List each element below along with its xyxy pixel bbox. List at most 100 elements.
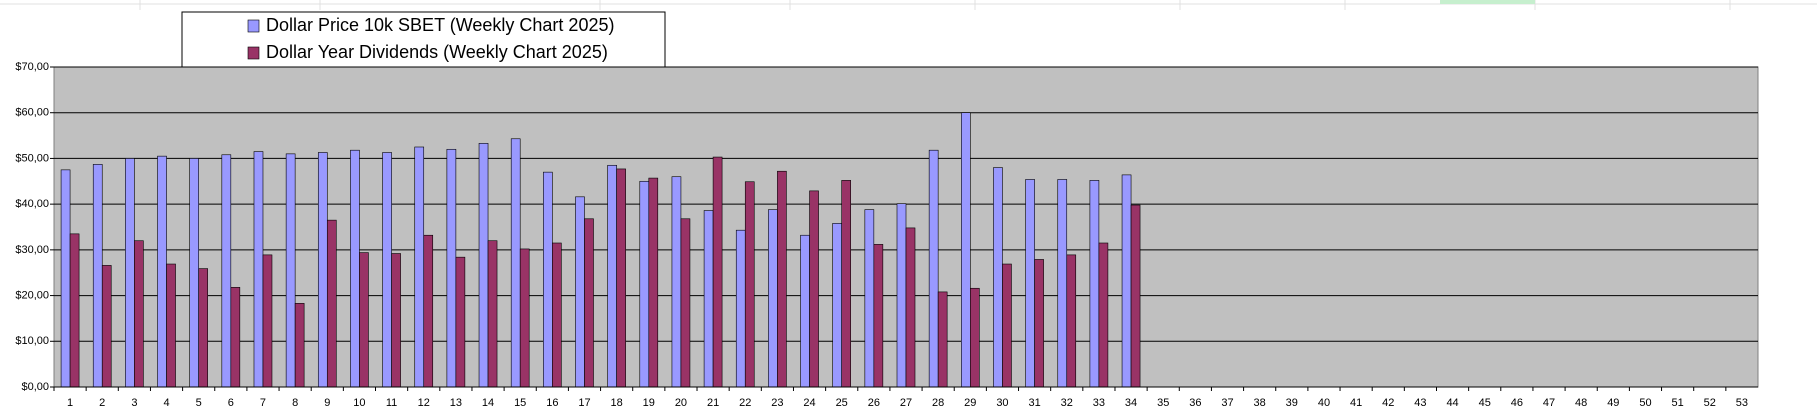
x-tick-label: 53 xyxy=(1736,397,1748,409)
bar xyxy=(157,155,167,388)
bar xyxy=(744,181,755,388)
bar xyxy=(970,287,980,388)
x-tick-label: 30 xyxy=(996,397,1008,409)
bar xyxy=(832,223,842,388)
x-tick-label: 14 xyxy=(482,397,494,409)
y-tick-label: $50,00 xyxy=(15,152,49,164)
bar xyxy=(905,227,916,388)
bar xyxy=(575,196,585,388)
bar xyxy=(552,242,562,388)
x-tick-label: 33 xyxy=(1093,397,1105,409)
x-tick-label: 29 xyxy=(964,397,976,409)
bar xyxy=(382,152,392,388)
bar xyxy=(960,112,971,388)
x-tick-label: 19 xyxy=(643,397,655,409)
x-tick-label: 15 xyxy=(514,397,526,409)
bar xyxy=(864,209,875,388)
x-tick-label: 2 xyxy=(99,397,105,409)
bar xyxy=(230,287,241,388)
x-tick-label: 4 xyxy=(163,397,169,409)
bar xyxy=(703,210,714,388)
bar xyxy=(1034,259,1044,388)
y-tick-label: $70,00 xyxy=(15,61,49,73)
bar xyxy=(1002,263,1012,388)
x-tick-label: 50 xyxy=(1639,397,1651,409)
bar xyxy=(294,303,305,388)
bar xyxy=(873,244,884,388)
bar xyxy=(1025,179,1035,388)
x-tick-label: 23 xyxy=(771,397,783,409)
bar xyxy=(69,233,80,388)
x-tick-label: 1 xyxy=(67,397,73,409)
x-tick-label: 8 xyxy=(292,397,298,409)
bar xyxy=(198,268,208,388)
x-tick-label: 21 xyxy=(707,397,719,409)
x-tick-label: 42 xyxy=(1382,397,1394,409)
bar xyxy=(134,240,144,388)
bar xyxy=(1098,242,1109,388)
bar xyxy=(671,176,682,388)
x-tick-label: 20 xyxy=(675,397,687,409)
x-tick-label: 7 xyxy=(260,397,266,409)
legend-swatch xyxy=(247,19,260,33)
y-tick-label: $10,00 xyxy=(15,335,49,347)
x-tick-label: 44 xyxy=(1446,397,1458,409)
bar xyxy=(125,158,135,388)
x-tick-label: 27 xyxy=(900,397,912,409)
legend-label: Dollar Year Dividends (Weekly Chart 2025… xyxy=(266,42,608,62)
bar xyxy=(1130,204,1141,388)
bar xyxy=(543,171,553,388)
bar xyxy=(607,164,617,388)
x-tick-label: 35 xyxy=(1157,397,1169,409)
bar xyxy=(285,153,296,388)
bar xyxy=(350,149,360,388)
x-tick-label: 3 xyxy=(131,397,137,409)
bar xyxy=(680,218,691,388)
x-tick-label: 10 xyxy=(353,397,365,409)
x-tick-label: 41 xyxy=(1350,397,1362,409)
x-tick-label: 26 xyxy=(868,397,880,409)
bar xyxy=(584,218,594,388)
bar xyxy=(60,169,71,388)
bar xyxy=(616,168,626,388)
bar xyxy=(648,177,659,388)
bar xyxy=(455,256,466,388)
x-tick-label: 52 xyxy=(1704,397,1716,409)
legend-swatch xyxy=(247,46,260,60)
bar xyxy=(639,180,650,388)
bar xyxy=(519,248,530,388)
bar xyxy=(414,146,425,388)
x-tick-label: 46 xyxy=(1511,397,1523,409)
x-tick-label: 22 xyxy=(739,397,751,409)
bar xyxy=(510,138,521,388)
bar xyxy=(221,154,232,388)
bar xyxy=(92,164,103,388)
x-tick-label: 11 xyxy=(386,397,397,409)
x-tick-label: 9 xyxy=(324,397,330,409)
bar xyxy=(101,265,112,388)
x-tick-label: 24 xyxy=(803,397,815,409)
bar xyxy=(189,158,199,388)
bar xyxy=(423,234,434,388)
bar xyxy=(446,148,457,388)
y-tick-label: $20,00 xyxy=(15,289,49,301)
sheet-lines xyxy=(0,0,1817,10)
x-tick-label: 34 xyxy=(1125,397,1137,409)
y-tick-label: $60,00 xyxy=(15,107,49,119)
bar xyxy=(800,234,810,388)
bar xyxy=(359,252,369,388)
x-tick-label: 43 xyxy=(1414,397,1426,409)
y-tick-label: $0,00 xyxy=(21,381,49,393)
bar xyxy=(896,203,907,388)
bar xyxy=(478,143,489,388)
legend-label: Dollar Price 10k SBET (Weekly Chart 2025… xyxy=(266,15,614,35)
bar xyxy=(809,190,819,388)
bar xyxy=(326,219,337,388)
x-tick-label: 13 xyxy=(450,397,462,409)
bar xyxy=(1121,174,1132,388)
bar xyxy=(937,291,948,388)
bar xyxy=(391,253,401,388)
bar xyxy=(262,254,273,388)
x-tick-label: 25 xyxy=(836,397,848,409)
bar xyxy=(777,170,787,388)
